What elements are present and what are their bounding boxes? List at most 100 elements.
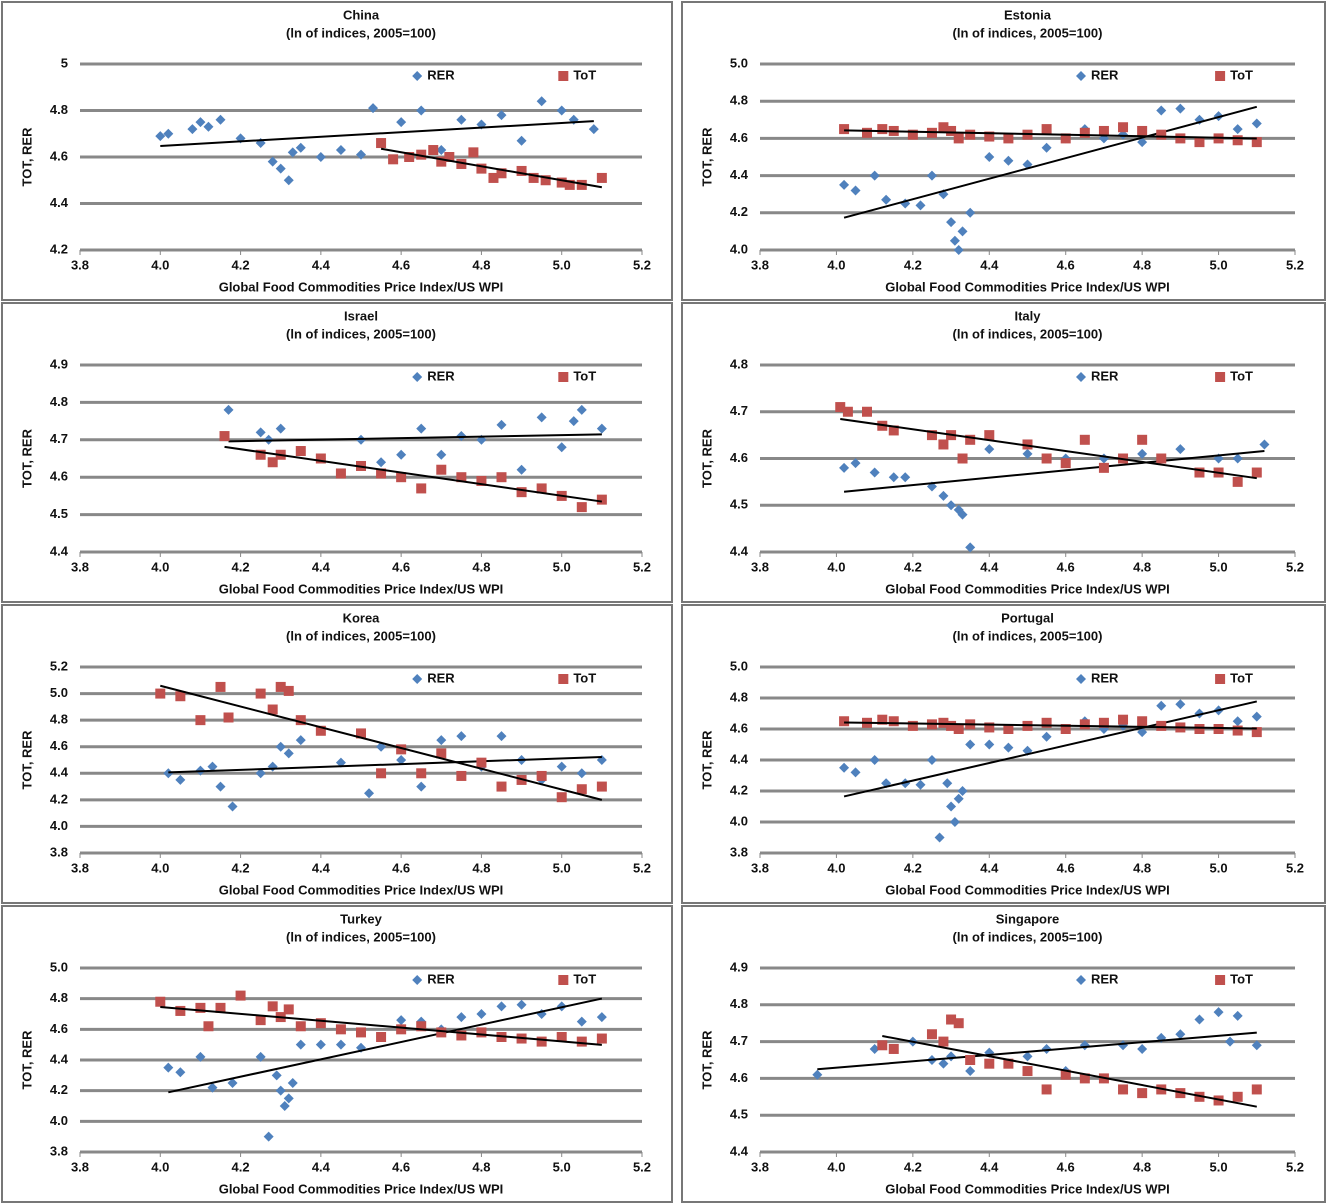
data-point [227,801,238,812]
data-point [376,768,387,779]
data-point [1251,1040,1262,1051]
data-point [536,412,547,423]
data-point [1022,448,1033,459]
data-point [576,1016,587,1027]
data-point [155,996,166,1007]
y-tick-label: 4.5 [730,1107,748,1122]
data-point [984,444,995,455]
x-tick-label: 4.2 [232,860,250,875]
data-point [295,446,306,457]
y-tick-label: 4.6 [50,738,68,753]
y-tick-label: 4.7 [50,431,68,446]
data-point [949,235,960,246]
data-point [1137,434,1148,445]
legend-marker [1076,975,1086,985]
data-point [295,1039,306,1050]
data-point [965,129,976,140]
data-point [835,402,846,413]
legend-marker [1215,674,1226,684]
data-point [576,179,587,190]
data-point [1060,1069,1071,1080]
data-point [946,801,957,812]
trend-line [160,684,603,801]
y-axis-label: TOT, RER [699,428,714,488]
data-point [368,103,379,114]
y-tick-label: 4.8 [50,990,68,1005]
data-point [1175,444,1186,455]
x-tick-label: 5.2 [1286,860,1304,875]
x-tick-label: 4.6 [1057,1159,1075,1174]
data-point [1003,155,1014,166]
data-point [335,757,346,768]
data-point [207,1082,218,1093]
data-point [1251,1084,1262,1095]
chart-title: Italy [1014,308,1041,323]
data-point [934,832,945,843]
data-point [1079,127,1090,138]
data-point [428,145,439,156]
y-axis-label: TOT, RER [699,1030,714,1090]
data-point [536,96,547,107]
data-point [283,175,294,186]
data-point [456,114,467,125]
data-point [1041,1084,1052,1095]
data-point [195,117,206,128]
data-point [175,1005,186,1016]
x-tick-label: 4.6 [392,860,410,875]
x-tick-label: 5.0 [553,860,571,875]
legend-label: ToT [573,670,596,685]
data-point [275,1085,286,1096]
data-point [295,1021,306,1032]
y-tick-label: 4.2 [730,204,748,219]
chart-subtitle: (ln of indices, 2005=100) [953,929,1103,944]
data-point [1137,125,1148,136]
data-point [295,142,306,153]
data-point [900,472,911,483]
x-tick-label: 3.8 [751,559,769,574]
legend-marker [412,71,423,81]
x-axis-label: Global Food Commodities Price Index/US W… [219,279,504,294]
data-point [1213,1007,1224,1018]
data-point [223,712,234,723]
data-point [881,194,892,205]
data-point [850,185,861,196]
x-axis-label: Global Food Commodities Price Index/US W… [885,279,1170,294]
data-point [376,457,387,468]
data-point [1225,1036,1236,1047]
data-point [404,152,415,162]
data-point [267,1001,278,1012]
data-point [1156,129,1167,140]
data-point [1041,1043,1052,1054]
y-tick-label: 4.4 [730,167,749,182]
x-tick-label: 3.8 [751,257,769,272]
data-point [315,1039,326,1050]
data-point [1060,133,1071,144]
y-tick-label: 4.7 [730,1033,748,1048]
data-point [1251,711,1262,722]
data-point [596,1012,607,1023]
data-point [1041,453,1052,464]
data-point [436,735,447,746]
data-point [596,423,607,434]
x-tick-label: 4.6 [1057,257,1075,272]
x-tick-label: 4.2 [232,1159,250,1174]
data-point [556,792,567,803]
legend-marker [1215,372,1226,382]
data-point [516,999,527,1010]
data-point [1194,724,1205,734]
data-point [287,147,298,158]
data-point [456,158,467,169]
data-point [1022,1051,1033,1062]
data-point [436,464,447,475]
data-point [839,179,850,190]
data-point [275,423,286,434]
chart-subtitle: (ln of indices, 2005=100) [953,628,1103,643]
x-tick-label: 4.2 [232,559,250,574]
x-tick-label: 3.8 [71,559,89,574]
legend-label: ToT [573,368,596,383]
data-point [416,423,427,434]
data-point [965,542,976,553]
data-point [984,131,995,142]
data-point [1232,135,1243,146]
data-point [877,714,888,725]
